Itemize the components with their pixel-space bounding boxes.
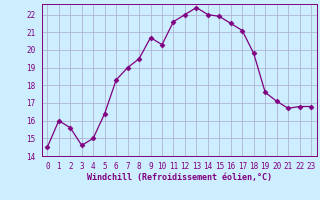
X-axis label: Windchill (Refroidissement éolien,°C): Windchill (Refroidissement éolien,°C) xyxy=(87,173,272,182)
